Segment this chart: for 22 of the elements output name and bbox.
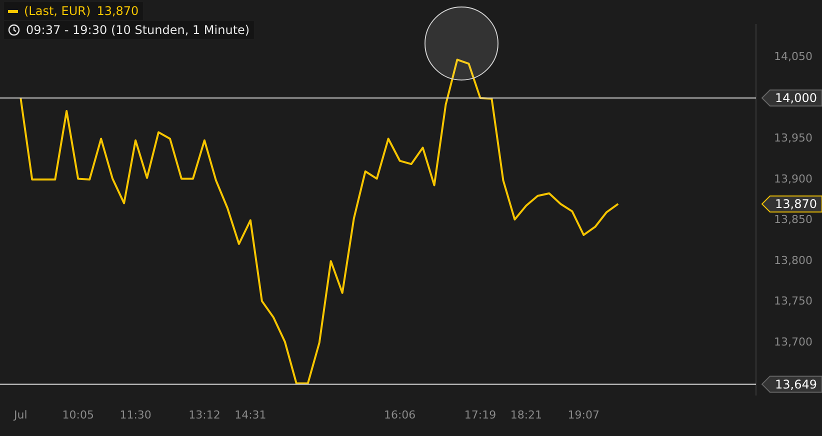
y-tick-label: 13,800	[774, 254, 812, 267]
x-tick-label: 11:30	[120, 408, 152, 422]
text: 13,870	[775, 197, 817, 212]
x-tick-label: 10:05	[62, 408, 94, 422]
chart-subtitle: 09:37 - 19:30 (10 Stunden, 1 Minute)	[26, 23, 250, 37]
x-tick-label: 18:21	[510, 408, 542, 422]
y-tick-label: 13,700	[774, 335, 812, 348]
x-tick-label: 13:12	[188, 408, 220, 422]
ref-line-label: 14,000	[775, 91, 817, 106]
x-tick-label: 14:31	[234, 408, 266, 422]
x-tick-label: 17:19	[464, 408, 496, 422]
x-tick-label: 16:06	[384, 408, 416, 422]
legend-label: (Last, EUR)	[24, 4, 91, 18]
x-tick-label: 19:07	[568, 408, 600, 422]
y-tick-label: 13,750	[774, 294, 812, 308]
ref-line-label: 13,649	[775, 377, 817, 392]
y-tick-label: 13,900	[774, 172, 812, 186]
text: 13,870	[96, 4, 139, 18]
y-tick-label: 13,950	[774, 132, 812, 145]
y-tick-label: 14,050	[774, 50, 812, 64]
y-tick-label: 13,850	[774, 213, 812, 226]
x-tick-label: Jul	[12, 408, 28, 422]
